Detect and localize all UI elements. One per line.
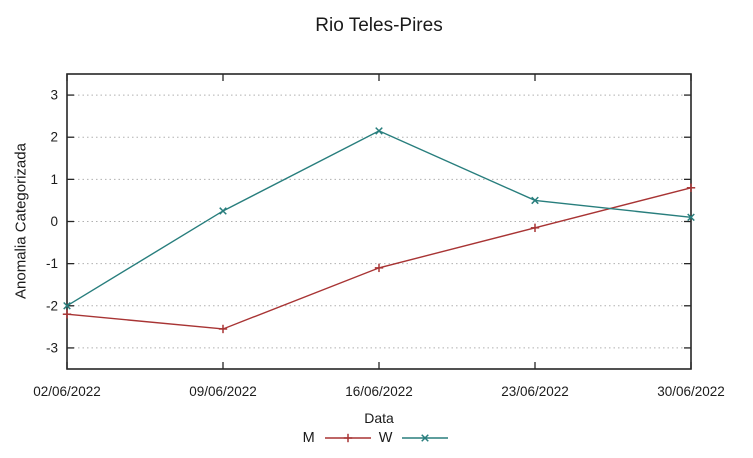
plot-border (66, 73, 692, 370)
legend-sample-plus-icon (324, 433, 371, 443)
series-marker-cross-icon (63, 301, 71, 310)
y-tick-label: 3 (50, 88, 58, 103)
series-marker-cross-icon (531, 196, 539, 205)
series-marker-cross-icon (375, 127, 383, 135)
legend-sample-marker-icon (421, 434, 430, 442)
x-tick-label: 30/06/2022 (657, 384, 725, 399)
legend-label: M (302, 430, 315, 446)
chart-title: Rio Teles-Pires (315, 15, 443, 36)
series-marker-cross-icon (687, 213, 695, 222)
legend-sample-cross-icon (402, 434, 449, 442)
y-tick-label: 1 (50, 172, 58, 187)
legend-item-m: M (303, 430, 373, 446)
series-line-w (66, 130, 692, 307)
x-tick-label: 23/06/2022 (501, 384, 569, 399)
legend-label: W (378, 430, 393, 446)
x-tick-label: 09/06/2022 (189, 384, 257, 399)
y-tick-label: -1 (46, 256, 58, 271)
x-axis-label: Data (364, 410, 394, 426)
series-marker-cross-icon (219, 207, 227, 215)
legend-item-w: W (379, 430, 451, 446)
x-tick-label: 02/06/2022 (33, 384, 101, 399)
x-tick-label: 16/06/2022 (345, 384, 413, 399)
y-tick-label: 0 (50, 214, 58, 229)
series-line-m (66, 187, 692, 330)
y-tick-label: -3 (46, 340, 58, 355)
y-tick-label: -2 (46, 298, 58, 313)
y-tick-label: 2 (50, 130, 58, 145)
